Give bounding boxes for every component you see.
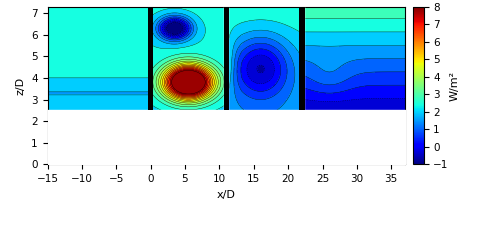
Bar [148, 7, 154, 110]
Y-axis label: W/m²: W/m² [450, 70, 460, 101]
Bar [299, 7, 304, 110]
X-axis label: x/D: x/D [217, 189, 236, 200]
Bar [224, 7, 229, 110]
Y-axis label: z/D: z/D [16, 76, 26, 94]
